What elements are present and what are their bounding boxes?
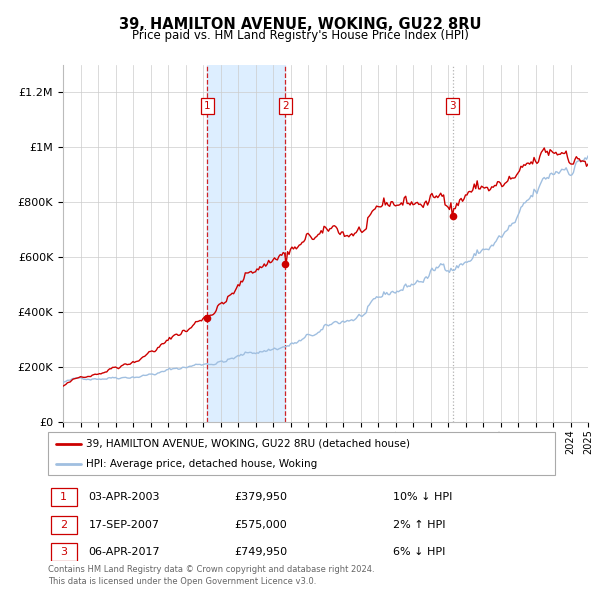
Text: This data is licensed under the Open Government Licence v3.0.: This data is licensed under the Open Gov… xyxy=(48,577,316,586)
Text: 1: 1 xyxy=(204,101,211,111)
Text: 3: 3 xyxy=(60,548,67,558)
FancyBboxPatch shape xyxy=(50,488,77,506)
FancyBboxPatch shape xyxy=(48,432,555,475)
Text: £379,950: £379,950 xyxy=(235,492,287,502)
Text: 3: 3 xyxy=(449,101,456,111)
Text: 2: 2 xyxy=(60,520,67,530)
Text: Price paid vs. HM Land Registry's House Price Index (HPI): Price paid vs. HM Land Registry's House … xyxy=(131,30,469,42)
Text: 10% ↓ HPI: 10% ↓ HPI xyxy=(393,492,452,502)
Text: 2% ↑ HPI: 2% ↑ HPI xyxy=(393,520,445,530)
FancyBboxPatch shape xyxy=(50,516,77,533)
Text: £575,000: £575,000 xyxy=(235,520,287,530)
Text: 03-APR-2003: 03-APR-2003 xyxy=(89,492,160,502)
Text: 1: 1 xyxy=(60,492,67,502)
Text: £749,950: £749,950 xyxy=(235,548,287,558)
Text: 06-APR-2017: 06-APR-2017 xyxy=(89,548,160,558)
FancyBboxPatch shape xyxy=(50,543,77,561)
Text: 2: 2 xyxy=(282,101,289,111)
Text: 39, HAMILTON AVENUE, WOKING, GU22 8RU (detached house): 39, HAMILTON AVENUE, WOKING, GU22 8RU (d… xyxy=(86,439,410,449)
Bar xyxy=(208,65,286,422)
Text: Contains HM Land Registry data © Crown copyright and database right 2024.: Contains HM Land Registry data © Crown c… xyxy=(48,565,374,574)
Text: 6% ↓ HPI: 6% ↓ HPI xyxy=(393,548,445,558)
Text: 39, HAMILTON AVENUE, WOKING, GU22 8RU: 39, HAMILTON AVENUE, WOKING, GU22 8RU xyxy=(119,17,481,31)
Text: 17-SEP-2007: 17-SEP-2007 xyxy=(89,520,160,530)
Text: HPI: Average price, detached house, Woking: HPI: Average price, detached house, Woki… xyxy=(86,460,317,469)
